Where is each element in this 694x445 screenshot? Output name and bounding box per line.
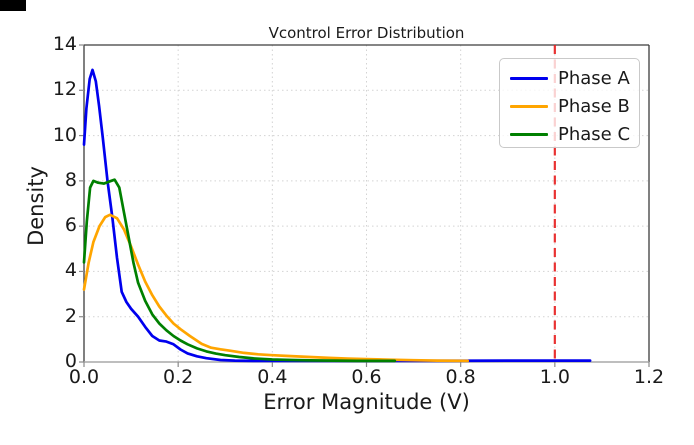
curve-phase-a <box>82 68 592 363</box>
x-tick-label: 0.8 <box>445 366 476 388</box>
y-axis-label: Density <box>24 166 48 246</box>
legend-line-swatch <box>510 104 548 108</box>
legend-line-swatch <box>510 76 548 80</box>
screen-corner-artifact <box>0 0 26 11</box>
legend-item-phase-c: Phase C <box>510 120 639 148</box>
x-tick-label: 1.2 <box>633 366 665 388</box>
legend-line-swatch <box>510 132 548 136</box>
y-tick-label: 12 <box>52 78 77 101</box>
x-tick-label: 1.0 <box>539 366 570 388</box>
y-tick-label: 10 <box>52 123 77 146</box>
curve-phase-c <box>82 178 397 363</box>
y-tick-label: 0 <box>64 350 77 372</box>
x-tick-label: 0.2 <box>163 366 194 388</box>
curve-phase-b <box>82 213 470 363</box>
legend-label: Phase A <box>558 67 630 89</box>
legend-item-phase-a: Phase A <box>510 64 639 92</box>
y-tick-label: 8 <box>64 168 77 191</box>
y-tick-label: 2 <box>64 304 77 327</box>
x-axis-label: Error Magnitude (V) <box>263 390 470 414</box>
legend-label: Phase C <box>558 123 631 145</box>
x-tick-label: 0.0 <box>68 366 100 388</box>
legend-label: Phase B <box>558 95 630 117</box>
y-tick-label: 4 <box>64 259 77 282</box>
y-tick-label: 14 <box>52 33 77 55</box>
legend: Phase A Phase B Phase C <box>499 58 640 148</box>
legend-item-phase-b: Phase B <box>510 92 639 120</box>
y-tick-label: 6 <box>64 214 77 237</box>
chart-title: Vcontrol Error Distribution <box>268 24 465 42</box>
x-tick-label: 0.4 <box>257 366 288 388</box>
x-tick-label: 0.6 <box>351 366 382 388</box>
